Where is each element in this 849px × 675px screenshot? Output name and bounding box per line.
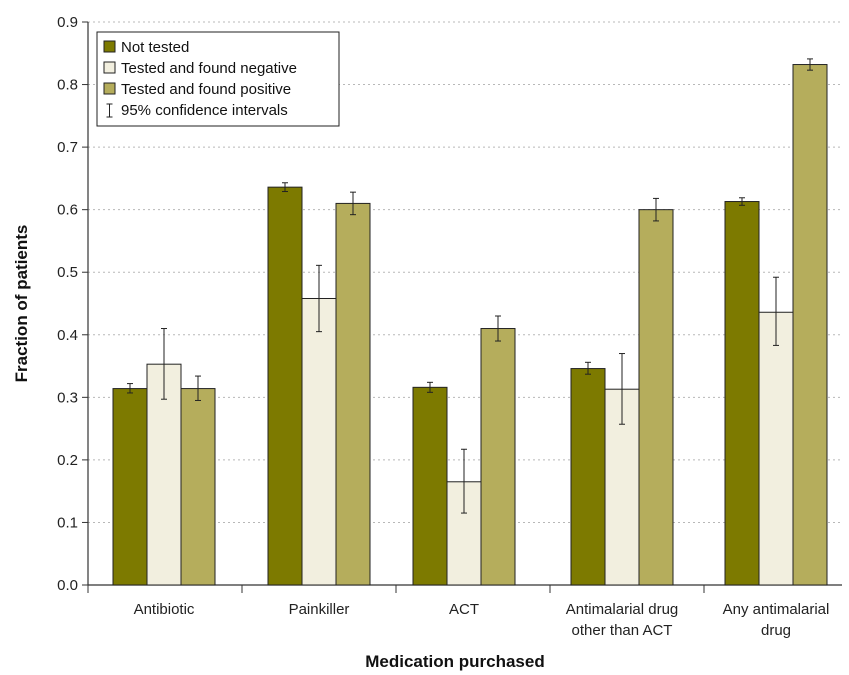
legend-swatch bbox=[103, 40, 116, 53]
y-tick-label: 0.1 bbox=[57, 514, 78, 531]
bar-tested-positive bbox=[335, 202, 371, 586]
bar-not-tested bbox=[267, 186, 303, 586]
legend-box bbox=[96, 31, 340, 127]
y-tick-label: 0.2 bbox=[57, 452, 78, 469]
y-tick-label: 0.3 bbox=[57, 389, 78, 406]
bar-tested-positive bbox=[480, 328, 516, 586]
y-tick-label: 0.7 bbox=[57, 139, 78, 156]
y-tick-label: 0.9 bbox=[57, 14, 78, 31]
legend-label: 95% confidence intervals bbox=[121, 102, 288, 119]
y-tick-label: 0.5 bbox=[57, 264, 78, 281]
x-category-label: drug bbox=[761, 622, 791, 639]
x-category-label: Any antimalarial bbox=[723, 601, 830, 618]
x-category-label: ACT bbox=[449, 601, 479, 618]
legend-label: Tested and found positive bbox=[121, 81, 291, 98]
y-tick-label: 0.8 bbox=[57, 77, 78, 94]
y-tick-label: 0.4 bbox=[57, 327, 78, 344]
x-category-label: other than ACT bbox=[572, 622, 673, 639]
legend-label: Not tested bbox=[121, 39, 189, 56]
x-axis-title: Medication purchased bbox=[365, 652, 544, 671]
y-tick-label: 0.0 bbox=[57, 577, 78, 594]
bar-tested-negative bbox=[758, 311, 794, 586]
bar-not-tested bbox=[112, 388, 148, 586]
bar-not-tested bbox=[570, 368, 606, 586]
bar-tested-positive bbox=[638, 209, 674, 586]
bar-not-tested bbox=[412, 386, 448, 586]
bar-not-tested bbox=[724, 201, 760, 586]
y-tick-label: 0.6 bbox=[57, 202, 78, 219]
bar-tested-positive bbox=[180, 388, 216, 586]
y-axis-title: Fraction of patients bbox=[12, 225, 31, 383]
x-category-label: Antibiotic bbox=[134, 601, 195, 618]
bar-tested-positive bbox=[792, 64, 828, 586]
legend-swatch bbox=[103, 82, 116, 95]
legend-label: Tested and found negative bbox=[121, 60, 297, 77]
x-category-label: Painkiller bbox=[289, 601, 350, 618]
bar-tested-negative bbox=[146, 363, 182, 586]
x-category-label: Antimalarial drug bbox=[566, 601, 679, 618]
legend-swatch bbox=[103, 61, 116, 74]
bar-tested-negative bbox=[301, 297, 337, 586]
